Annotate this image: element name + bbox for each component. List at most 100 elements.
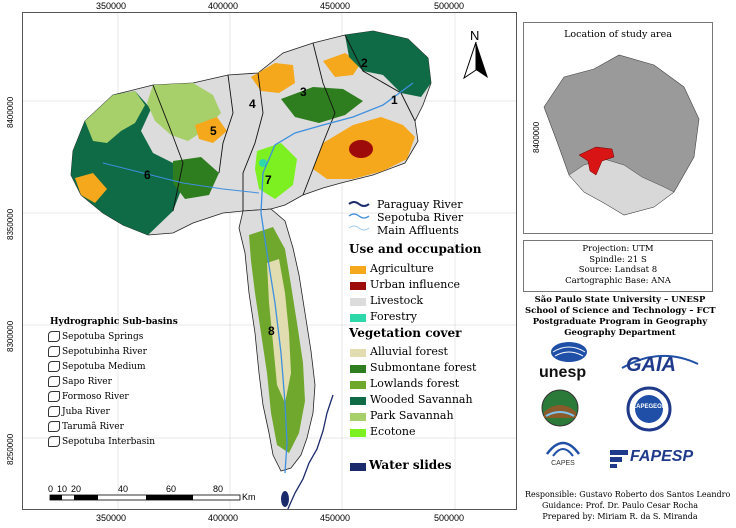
fapesp-text: FAPESP [630,448,694,465]
fapesp-logo: FAPESP [610,448,700,470]
location-ytick: 8400000 [532,121,541,153]
subbasin-list-title: Hydrographic Sub-basins [50,317,178,327]
x-tick-top: 500000 [434,1,465,11]
fapesp-mark-icon [610,450,628,468]
unesp-logo: unesp [535,340,605,384]
x-tick-bottom: 350000 [96,513,127,523]
paraguay-river [287,394,334,509]
main-map [22,12,517,510]
subbasin-number: 2 [361,56,368,70]
subbasin-item: Sepotubinha River [48,346,147,357]
subbasin-item: Sapo River [48,376,112,387]
basin-icon [48,361,60,372]
swatch-park [350,413,366,421]
sepotuba-river [260,82,414,474]
agriculture-west [75,173,107,203]
capes-logo: CAPES [540,436,586,472]
legend-use-title: Use and occupation [349,242,482,256]
legend-forestry: Forestry [370,310,417,323]
legend-paraguay-river: Paraguay River [377,198,463,211]
subbasin-label: Sapo River [62,377,112,387]
subbasin-label: Sepotuba Springs [62,332,144,342]
y-tick-left: 8300000 [6,320,15,352]
legend-ecotone: Ecotone [370,425,416,438]
subbasin-number: 5 [210,124,217,138]
river-legend-icons [348,201,370,231]
landscape-seal-icon [541,389,579,427]
basin-icon [48,391,60,402]
x-tick-top: 450000 [320,1,351,11]
projection-line: Projection: UTM [582,244,654,254]
basin-icon [48,376,60,387]
subbasin-item: Juba River [48,406,110,417]
subbasin-number: 7 [265,173,272,187]
north-label: N [470,28,480,43]
basin-icon [48,346,60,357]
submontane-forest-west [173,157,219,199]
subbasin-borders [152,34,416,212]
legend-veg-title: Vegetation cover [349,326,462,340]
scale-label: 10 [57,484,68,494]
legend-wooded: Wooded Savannah [370,393,473,406]
legend-alluvial: Alluvial forest [370,345,448,358]
x-tick-bottom: 400000 [208,513,239,523]
legend-livestock: Livestock [370,294,424,307]
credits-line: Guidance: Prof. Dr. Paulo Cesar Rocha [541,501,699,510]
scale-label: 40 [118,484,129,494]
forestry-patch [259,159,267,167]
swatch-submontane [350,365,366,373]
swatch-alluvial [350,349,366,357]
location-map-svg [543,54,700,216]
y-tick-left: 8250000 [6,433,15,465]
subbasin-item: Tarumã River [48,421,124,432]
institution-line: School of Science and Technology – FCT [525,306,716,316]
subbasin-number: 1 [391,93,398,107]
subbasin-label: Tarumã River [62,422,124,432]
lapegeof-seal-icon [626,386,672,432]
gaia-text: GAIA [626,354,676,376]
scale-label: 20 [71,484,82,494]
swatch-urban [350,282,366,290]
swatch-lowlands [350,381,366,389]
basin-icon [48,331,60,342]
projection-line: Source: Landsat 8 [578,265,658,275]
water-slide [281,491,289,507]
north-arrow-icon [463,42,488,80]
projection-line: Spindle: 21 S [589,254,647,265]
legend-water-slides: Water slides [369,458,452,472]
legend-sepotuba-river: Sepotuba River [377,211,464,224]
subbasin-number: 8 [268,324,275,338]
subbasin-number: 3 [300,85,307,99]
wooded-savannah-northeast [345,31,431,97]
x-tick-top: 350000 [96,1,127,11]
agriculture-north [251,63,295,93]
scale-label: 80 [213,484,224,494]
basin-map-svg [23,13,516,509]
legend-main-affluents: Main Affluents [377,224,459,237]
subbasin-label: Juba River [62,407,110,417]
subbasin-label: Sepotuba Medium [62,362,146,372]
subbasin-number: 4 [249,97,256,111]
basin-icon [48,421,60,432]
swatch-ecotone [350,429,366,437]
urban-area [349,140,373,158]
scale-bar-graphic [49,494,241,501]
submontane-forest-north [281,87,363,123]
swatch-livestock [350,298,366,306]
location-inset: Location of study area 8400000 [523,22,713,234]
gaia-swoosh-icon [621,355,699,369]
lapegeof-text: LAPEGEOF [632,404,666,410]
x-tick-bottom: 450000 [320,513,351,523]
scale-bar [48,484,248,501]
x-tick-top: 400000 [208,1,239,11]
subbasin-number: 6 [144,168,151,182]
swatch-agriculture [350,266,366,274]
institution-line: São Paulo State University – UNESP [534,295,706,305]
subbasin-item: Sepotuba Springs [48,331,143,342]
unesp-text: unesp [539,364,587,381]
subbasin-item: Formoso River [48,391,129,402]
credits-line: Responsible: Gustavo Roberto dos Santos … [525,490,731,499]
ecotone-patch [255,143,297,199]
capes-swirl-icon [545,441,581,457]
lapegeof-logo: LAPEGEOF [626,386,672,432]
